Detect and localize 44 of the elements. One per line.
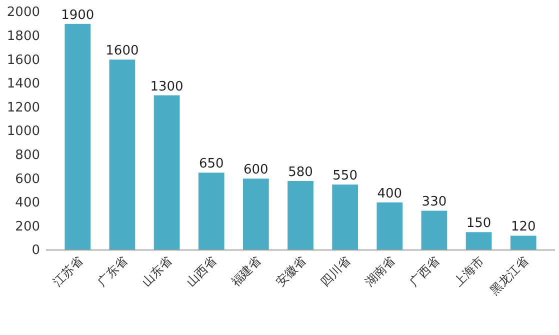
- bar: [64, 24, 91, 250]
- data-label: 650: [198, 156, 224, 172]
- bar: [376, 202, 403, 250]
- data-label: 400: [377, 186, 402, 202]
- bar: [466, 232, 492, 250]
- data-label: 1300: [150, 79, 184, 94]
- x-tick-label: 四川省: [318, 254, 353, 290]
- y-tick-label: 1000: [6, 124, 40, 140]
- data-label: 580: [288, 164, 313, 180]
- data-label: 120: [510, 220, 536, 235]
- y-tick-label: 600: [15, 172, 40, 187]
- y-tick-label: 2000: [6, 5, 40, 20]
- x-tick-label: 上海市: [451, 254, 487, 290]
- bar: [109, 60, 136, 250]
- x-tick-label: 湖南省: [362, 254, 398, 290]
- bar: [154, 95, 180, 250]
- y-tick-label: 200: [15, 219, 40, 234]
- data-label: 330: [422, 194, 447, 210]
- data-label: 1900: [61, 8, 94, 23]
- data-label: 600: [244, 162, 268, 178]
- x-tick-label: 福建省: [228, 254, 264, 290]
- data-label: 1600: [106, 44, 139, 59]
- x-tick-label: 广东省: [94, 254, 130, 290]
- x-tick-label: 山东省: [139, 254, 175, 290]
- bar: [198, 172, 224, 250]
- data-label: 550: [332, 168, 358, 184]
- x-tick-label: 山西省: [184, 254, 220, 290]
- y-tick-label: 1200: [6, 100, 40, 116]
- x-tick-label: 广西省: [406, 254, 442, 290]
- y-tick-label: 800: [15, 148, 40, 163]
- y-tick-label: 400: [15, 196, 40, 211]
- y-tick-label: 0: [32, 243, 40, 258]
- x-tick-label: 黑龙江省: [487, 254, 532, 298]
- x-tick-label: 安徽省: [273, 254, 308, 290]
- data-label: 150: [466, 216, 492, 232]
- y-tick-label: 1400: [6, 76, 40, 92]
- y-tick-label: 1600: [6, 52, 40, 68]
- bar: [243, 178, 269, 250]
- y-tick-label: 1800: [6, 28, 40, 44]
- bar: [510, 236, 536, 250]
- x-tick-label: 江苏省: [50, 254, 86, 290]
- bar: [332, 184, 358, 250]
- bar: [421, 210, 448, 250]
- bar: [288, 180, 314, 250]
